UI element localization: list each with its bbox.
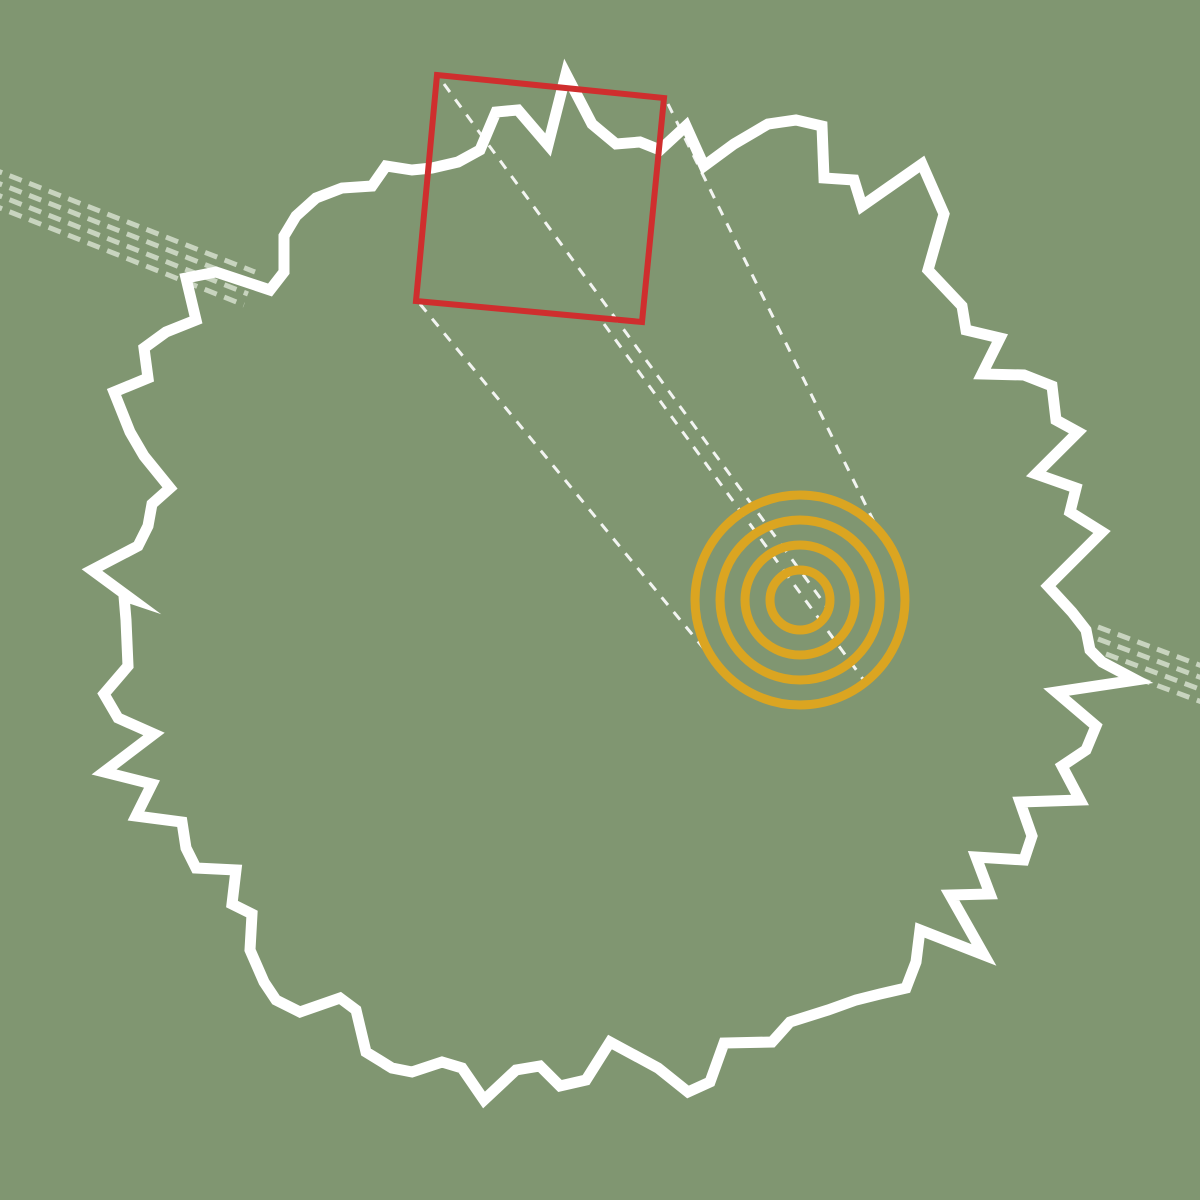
- target-ring-3: [715, 515, 885, 685]
- target-marker[interactable]: [690, 490, 910, 710]
- target-ring-1: [765, 565, 835, 635]
- connector-line-3: [418, 303, 712, 657]
- connector-lines: [418, 83, 882, 687]
- target-ring-2: [740, 540, 860, 660]
- target-ring-4: [690, 490, 910, 710]
- connector-line-1: [442, 83, 831, 611]
- connector-line-2: [666, 103, 882, 535]
- road-segment-east: [1097, 624, 1200, 704]
- viewport-box[interactable]: [412, 71, 668, 326]
- region-boundary: [81, 58, 1154, 1109]
